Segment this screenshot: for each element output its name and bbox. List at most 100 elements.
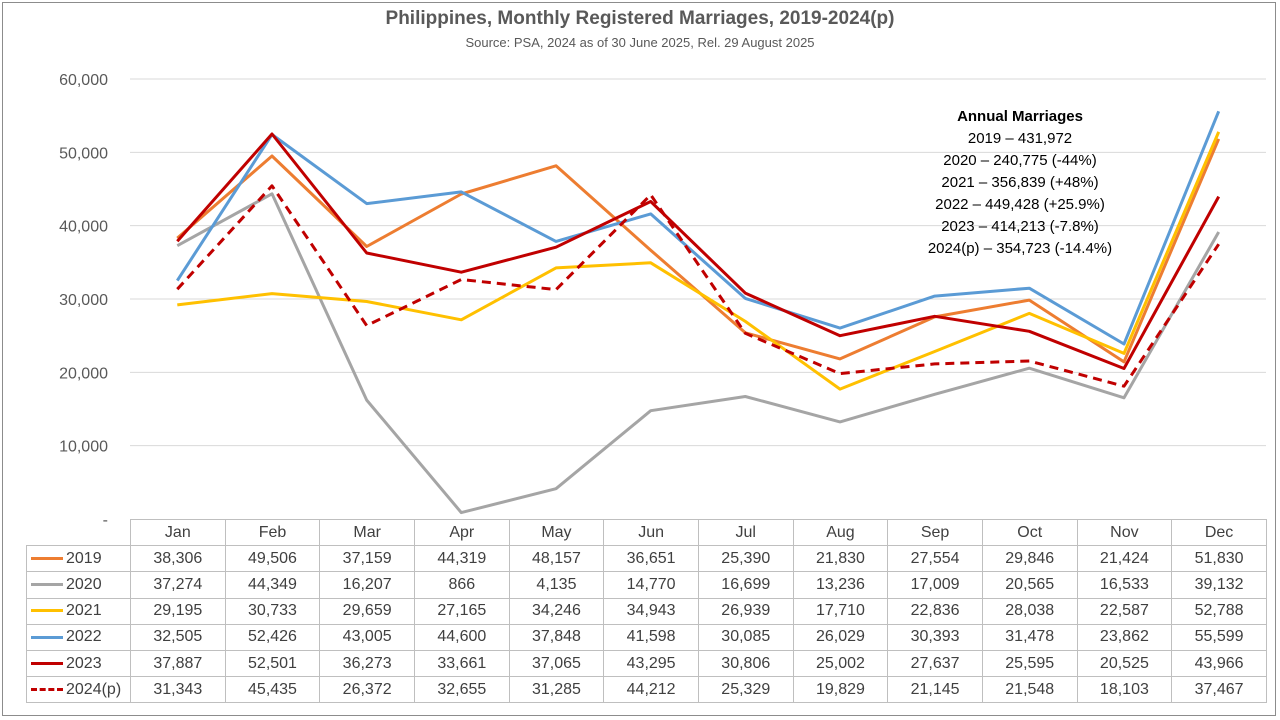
series-key: 2020 — [26, 571, 131, 599]
table-cell: 44,212 — [603, 676, 699, 704]
table-corner — [26, 519, 131, 547]
table-cell: 43,295 — [603, 649, 699, 678]
y-tick-label: 10,000 — [59, 439, 108, 456]
table-row: 2021 29,195 30,733 29,659 27,165 34,246 34,943… — [26, 597, 1267, 625]
series-key: 2024(p) — [26, 676, 131, 704]
table-cell: 27,165 — [413, 597, 510, 625]
month-header: Sep — [887, 518, 983, 547]
table-cell: 44,319 — [413, 545, 510, 573]
table-cell: 34,246 — [508, 597, 605, 625]
table-cell: 49,506 — [224, 545, 321, 573]
series-key: 2023 — [26, 649, 131, 678]
table-cell: 51,830 — [1171, 545, 1267, 573]
table-cell: 32,655 — [413, 676, 510, 704]
table-cell: 27,554 — [887, 545, 983, 573]
chart-title: Philippines, Monthly Registered Marriage… — [385, 8, 895, 29]
annotation-line-2023: 2023 – 414,213 (-7.8%) — [941, 218, 1099, 235]
table-cell: 26,939 — [697, 597, 794, 625]
series-line-2021 — [177, 131, 1221, 391]
table-cell: 20,565 — [981, 571, 1078, 599]
table-cell: 20,525 — [1076, 649, 1173, 678]
table-cell: 41,598 — [603, 623, 699, 651]
series-name: 2024(p) — [66, 680, 122, 698]
table-cell: 25,002 — [792, 649, 889, 678]
y-tick-label: 30,000 — [59, 292, 108, 309]
month-header: Jan — [130, 518, 226, 547]
month-header: Feb — [224, 518, 321, 547]
table-cell: 16,699 — [697, 571, 794, 599]
legend-line-swatch — [31, 661, 63, 665]
table-cell: 29,659 — [319, 597, 415, 625]
table-cell: 17,009 — [887, 571, 983, 599]
series-name: 2022 — [66, 628, 102, 646]
annotation-heading: Annual Marriages — [957, 108, 1083, 125]
table-header-row: Jan Feb Mar Apr May Jun Jul Aug Sep Oct Nov Dec — [26, 518, 1267, 547]
table-cell: 45,435 — [224, 676, 321, 704]
month-header: Jun — [603, 518, 699, 547]
month-header: May — [508, 518, 605, 547]
table-cell: 36,651 — [603, 545, 699, 573]
table-cell: 55,599 — [1171, 623, 1267, 651]
table-row: 2022 32,505 52,426 43,005 44,600 37,848 41,598… — [26, 623, 1267, 651]
month-header: Mar — [319, 518, 415, 547]
table-cell: 37,848 — [508, 623, 605, 651]
y-tick-label: 50,000 — [59, 145, 108, 162]
series-line-2022 — [176, 110, 1221, 346]
table-cell: 44,349 — [224, 571, 321, 599]
table-cell: 48,157 — [508, 545, 605, 573]
table-cell: 21,424 — [1076, 545, 1173, 573]
table-cell: 52,501 — [224, 649, 321, 678]
series-line-2023 — [176, 132, 1221, 370]
table-cell: 37,274 — [130, 571, 226, 599]
legend-line-swatch — [31, 609, 63, 613]
month-header: Dec — [1171, 518, 1267, 547]
table-cell: 23,862 — [1076, 623, 1173, 651]
table-cell: 4,135 — [508, 571, 605, 599]
table-cell: 21,548 — [981, 676, 1078, 704]
table-cell: 25,329 — [697, 676, 794, 704]
table-cell: 31,478 — [981, 623, 1078, 651]
table-cell: 39,132 — [1171, 571, 1267, 599]
table-cell: 30,393 — [887, 623, 983, 651]
table-cell: 25,390 — [697, 545, 794, 573]
table-cell: 31,285 — [508, 676, 605, 704]
annotation-line-2022: 2022 – 449,428 (+25.9%) — [935, 196, 1105, 213]
month-header: Jul — [697, 518, 794, 547]
series-lines — [176, 110, 1221, 515]
table-cell: 17,710 — [792, 597, 889, 625]
table-cell: 43,005 — [319, 623, 415, 651]
table-cell: 18,103 — [1076, 676, 1173, 704]
table-cell: 52,788 — [1171, 597, 1267, 625]
table-cell: 16,533 — [1076, 571, 1173, 599]
table-row: 2020 37,274 44,349 16,207 866 4,135 14,770 16,6… — [26, 571, 1267, 599]
data-table: Jan Feb Mar Apr May Jun Jul Aug Sep Oct Nov Dec 201… — [26, 518, 1267, 704]
table-cell: 13,236 — [792, 571, 889, 599]
legend-line-swatch — [31, 635, 63, 639]
table-cell: 36,273 — [319, 649, 415, 678]
table-cell: 19,829 — [792, 676, 889, 704]
table-cell: 22,587 — [1076, 597, 1173, 625]
table-cell: 34,943 — [603, 597, 699, 625]
table-cell: 16,207 — [319, 571, 415, 599]
annotation-line-2024p: 2024(p) – 354,723 (-14.4%) — [927, 240, 1113, 257]
legend-line-swatch — [31, 583, 63, 587]
table-cell: 30,733 — [224, 597, 321, 625]
annotation-line-2019: 2019 – 431,972 — [967, 130, 1073, 147]
table-cell: 26,029 — [792, 623, 889, 651]
table-cell: 866 — [413, 571, 510, 599]
table-cell: 33,661 — [413, 649, 510, 678]
table-cell: 37,159 — [319, 545, 415, 573]
table-cell: 37,065 — [508, 649, 605, 678]
annotation-line-2020: 2020 – 240,775 (-44%) — [943, 152, 1097, 169]
table-cell: 25,595 — [981, 649, 1078, 678]
table-cell: 30,806 — [697, 649, 794, 678]
table-cell: 28,038 — [981, 597, 1078, 625]
month-header: Oct — [981, 518, 1078, 547]
series-line-2020 — [176, 192, 1221, 515]
table-cell: 22,836 — [887, 597, 983, 625]
month-header: Apr — [413, 518, 510, 547]
table-row: 2024(p) 31,343 45,435 26,372 32,655 31,285 44,… — [26, 676, 1267, 704]
y-tick-label: 20,000 — [59, 365, 108, 382]
